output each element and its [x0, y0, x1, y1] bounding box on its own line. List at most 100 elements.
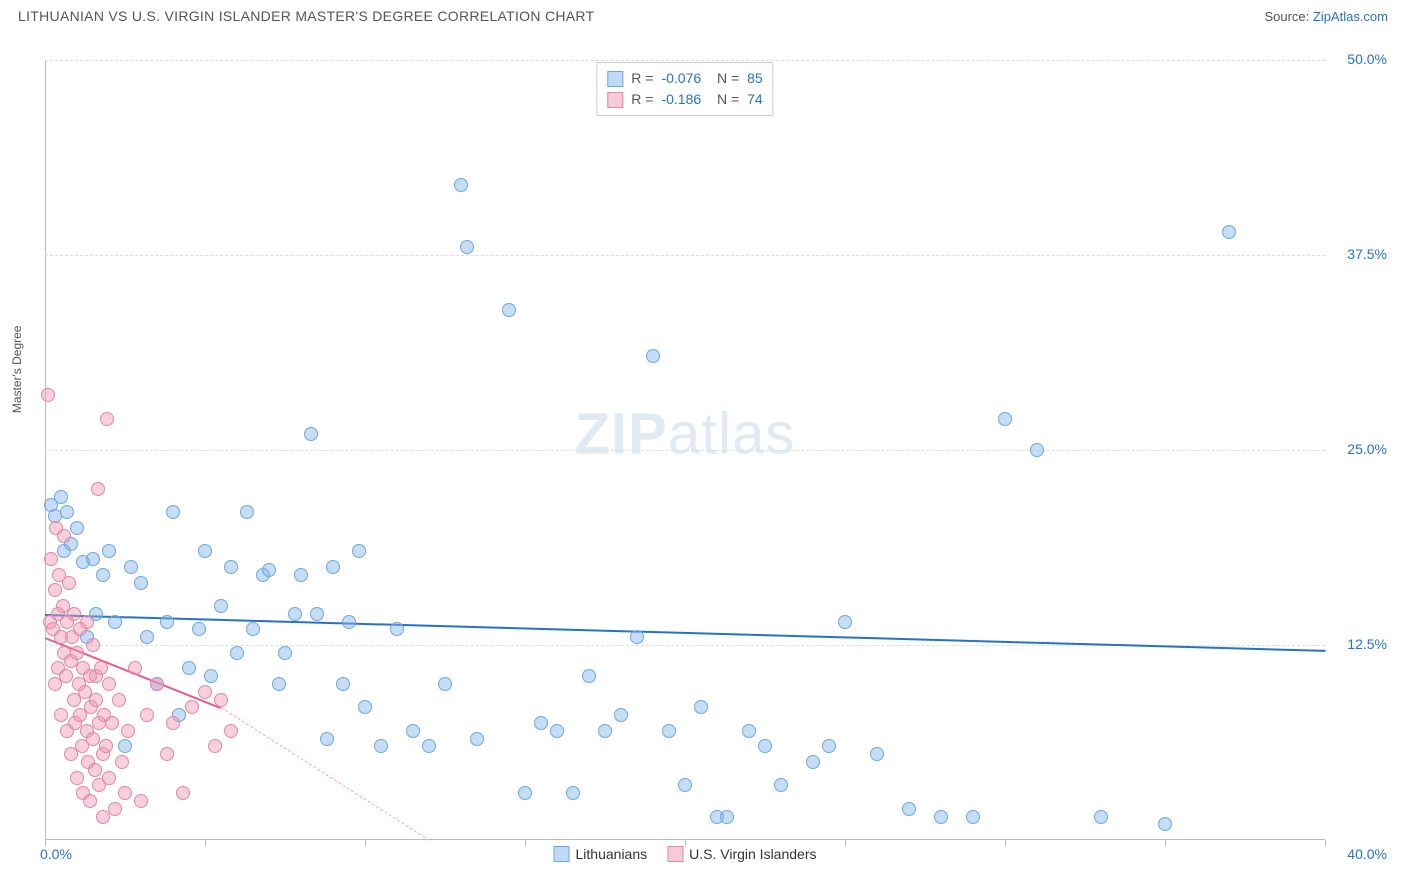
data-point [758, 739, 772, 753]
data-point [86, 552, 100, 566]
data-point [646, 349, 660, 363]
data-point [518, 786, 532, 800]
y-tick-label: 12.5% [1347, 636, 1387, 652]
data-point [128, 661, 142, 675]
legend-swatch-pink [667, 846, 683, 862]
x-origin-label: 0.0% [40, 846, 72, 862]
data-point [470, 732, 484, 746]
data-point [662, 724, 676, 738]
data-point [502, 303, 516, 317]
legend-label-1: Lithuanians [576, 846, 648, 862]
scatter-plot: ZIPatlas 12.5%25.0%37.5%50.0% [45, 60, 1325, 840]
y-tick-label: 37.5% [1347, 246, 1387, 262]
data-point [62, 576, 76, 590]
data-point [198, 685, 212, 699]
data-point [230, 646, 244, 660]
data-point [336, 677, 350, 691]
legend-r-label-1: R = [631, 68, 653, 89]
data-point [262, 563, 276, 577]
source-link[interactable]: ZipAtlas.com [1313, 9, 1388, 24]
data-point [204, 669, 218, 683]
data-point [70, 521, 84, 535]
x-tick [845, 840, 846, 846]
data-point [614, 708, 628, 722]
legend-item-1: Lithuanians [554, 846, 648, 862]
data-point [57, 529, 71, 543]
grid-line [45, 255, 1325, 256]
watermark-bold: ZIP [575, 402, 668, 467]
data-point [240, 505, 254, 519]
data-point [870, 747, 884, 761]
data-point [288, 607, 302, 621]
y-tick-label: 50.0% [1347, 51, 1387, 67]
data-point [550, 724, 564, 738]
data-point [934, 810, 948, 824]
x-tick [205, 840, 206, 846]
source-credit: Source: ZipAtlas.com [1264, 9, 1388, 24]
data-point [1030, 443, 1044, 457]
data-point [108, 615, 122, 629]
data-point [102, 544, 116, 558]
data-point [774, 778, 788, 792]
data-point [1158, 817, 1172, 831]
data-point [630, 630, 644, 644]
legend-row-1: R = -0.076 N = 85 [607, 68, 762, 89]
data-point [86, 638, 100, 652]
data-point [246, 622, 260, 636]
legend-swatch-blue [554, 846, 570, 862]
chart-title: LITHUANIAN VS U.S. VIRGIN ISLANDER MASTE… [18, 8, 594, 24]
data-point [198, 544, 212, 558]
data-point [838, 615, 852, 629]
data-point [224, 560, 238, 574]
legend-n-val-2: 74 [747, 89, 763, 110]
data-point [134, 794, 148, 808]
data-point [1222, 225, 1236, 239]
data-point [214, 599, 228, 613]
x-tick [365, 840, 366, 846]
data-point [86, 732, 100, 746]
data-point [278, 646, 292, 660]
data-point [60, 505, 74, 519]
data-point [59, 669, 73, 683]
data-point [214, 693, 228, 707]
data-point [390, 622, 404, 636]
data-point [140, 708, 154, 722]
grid-line [45, 60, 1325, 61]
data-point [310, 607, 324, 621]
correlation-legend: R = -0.076 N = 85 R = -0.186 N = 74 [596, 62, 773, 116]
data-point [112, 693, 126, 707]
watermark-rest: atlas [668, 402, 796, 467]
data-point [166, 505, 180, 519]
data-point [966, 810, 980, 824]
legend-r-val-2: -0.186 [661, 89, 701, 110]
watermark: ZIPatlas [575, 401, 796, 468]
data-point [342, 615, 356, 629]
legend-n-val-1: 85 [747, 68, 763, 89]
data-point [566, 786, 580, 800]
data-point [902, 802, 916, 816]
data-point [83, 794, 97, 808]
data-point [272, 677, 286, 691]
data-point [806, 755, 820, 769]
x-tick [1325, 840, 1326, 846]
data-point [108, 802, 122, 816]
data-point [54, 708, 68, 722]
data-point [294, 568, 308, 582]
grid-line [45, 450, 1325, 451]
data-point [102, 677, 116, 691]
data-point [534, 716, 548, 730]
data-point [105, 716, 119, 730]
chart-header: LITHUANIAN VS U.S. VIRGIN ISLANDER MASTE… [0, 0, 1406, 28]
data-point [326, 560, 340, 574]
x-tick [525, 840, 526, 846]
data-point [118, 786, 132, 800]
data-point [48, 583, 62, 597]
data-point [121, 724, 135, 738]
legend-n-label-2: N = [709, 89, 739, 110]
x-max-label: 40.0% [1347, 846, 1387, 862]
data-point [320, 732, 334, 746]
data-point [166, 716, 180, 730]
data-point [134, 576, 148, 590]
data-point [694, 700, 708, 714]
legend-r-label-2: R = [631, 89, 653, 110]
